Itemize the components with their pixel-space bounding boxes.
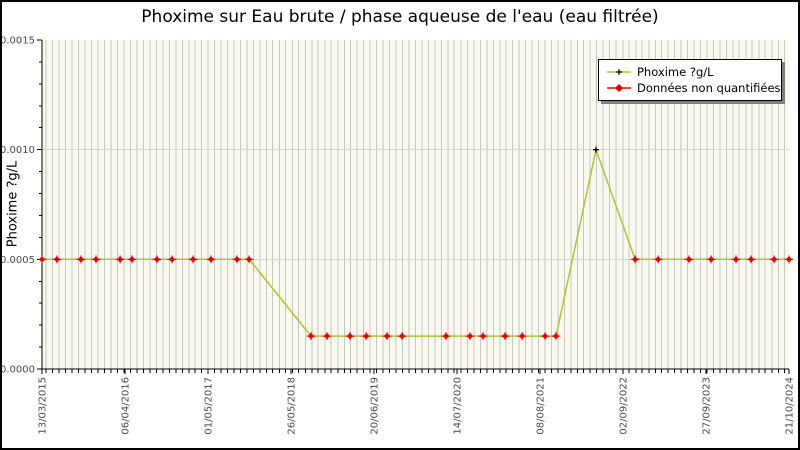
- non-quantified-marker-icon: [607, 84, 631, 93]
- data-point-non-quantified: [77, 256, 85, 263]
- data-point-non-quantified: [707, 256, 715, 263]
- data-point-non-quantified: [233, 256, 241, 263]
- y-tick-label: 0.0005: [2, 255, 35, 266]
- x-tick-label: 08/08/2021: [536, 377, 547, 435]
- data-point-non-quantified: [654, 256, 662, 263]
- data-point-non-quantified: [207, 256, 215, 263]
- quantified-marker-icon: [607, 68, 631, 75]
- data-point-non-quantified: [501, 332, 509, 340]
- y-tick-label: 0.0015: [2, 36, 35, 47]
- data-point-non-quantified: [747, 256, 755, 263]
- legend-item-non-quantifiees: Données non quantifiées: [606, 81, 781, 95]
- y-tick-label: 0.0000: [2, 365, 35, 376]
- data-point-non-quantified: [770, 256, 778, 263]
- data-point-non-quantified: [362, 332, 370, 340]
- legend-label-phoxime: Phoxime ?g/L: [637, 64, 714, 79]
- data-point-non-quantified: [245, 256, 253, 263]
- data-point-non-quantified: [541, 332, 549, 340]
- x-tick-label: 13/03/2015: [38, 377, 49, 435]
- data-point-non-quantified: [168, 256, 176, 263]
- data-point-non-quantified: [479, 332, 487, 340]
- data-point-non-quantified: [383, 332, 391, 340]
- data-point-non-quantified: [307, 332, 315, 340]
- data-point-non-quantified: [53, 256, 61, 263]
- x-tick-label: 20/06/2019: [370, 377, 381, 435]
- data-point-non-quantified: [116, 256, 124, 263]
- data-point-non-quantified: [685, 256, 693, 263]
- y-tick-label: 0.0010: [2, 145, 35, 156]
- data-point-non-quantified: [552, 332, 560, 340]
- data-point-non-quantified: [785, 256, 793, 263]
- data-point-non-quantified: [442, 332, 450, 340]
- data-point-non-quantified: [128, 256, 136, 263]
- data-point-non-quantified: [631, 256, 639, 263]
- data-point-non-quantified: [466, 332, 474, 340]
- data-point-non-quantified: [323, 332, 331, 340]
- legend-item-phoxime: Phoxime ?g/L: [606, 65, 777, 79]
- legend-label-non-quantifiees: Données non quantifiées: [637, 81, 781, 96]
- data-point-non-quantified: [153, 256, 161, 263]
- data-point-non-quantified: [398, 332, 406, 340]
- x-tick-label: 21/10/2024: [785, 377, 796, 435]
- data-point-non-quantified: [346, 332, 354, 340]
- x-tick-label: 02/09/2022: [619, 377, 630, 435]
- x-tick-label: 06/04/2016: [121, 377, 132, 435]
- legend: Phoxime ?g/L Données non quantifiées: [598, 59, 782, 101]
- data-point-non-quantified: [732, 256, 740, 263]
- data-point-non-quantified: [38, 256, 46, 263]
- chart-title: Phoxime sur Eau brute / phase aqueuse de…: [141, 7, 659, 27]
- data-point-non-quantified: [518, 332, 526, 340]
- series-line: [42, 146, 789, 337]
- x-tick-label: 14/07/2020: [453, 377, 464, 435]
- data-point-non-quantified: [92, 256, 100, 263]
- x-tick-label: 26/05/2018: [287, 377, 298, 435]
- x-tick-label: 01/05/2017: [204, 377, 215, 435]
- data-point-non-quantified: [189, 256, 197, 263]
- x-tick-label: 27/09/2023: [702, 377, 713, 435]
